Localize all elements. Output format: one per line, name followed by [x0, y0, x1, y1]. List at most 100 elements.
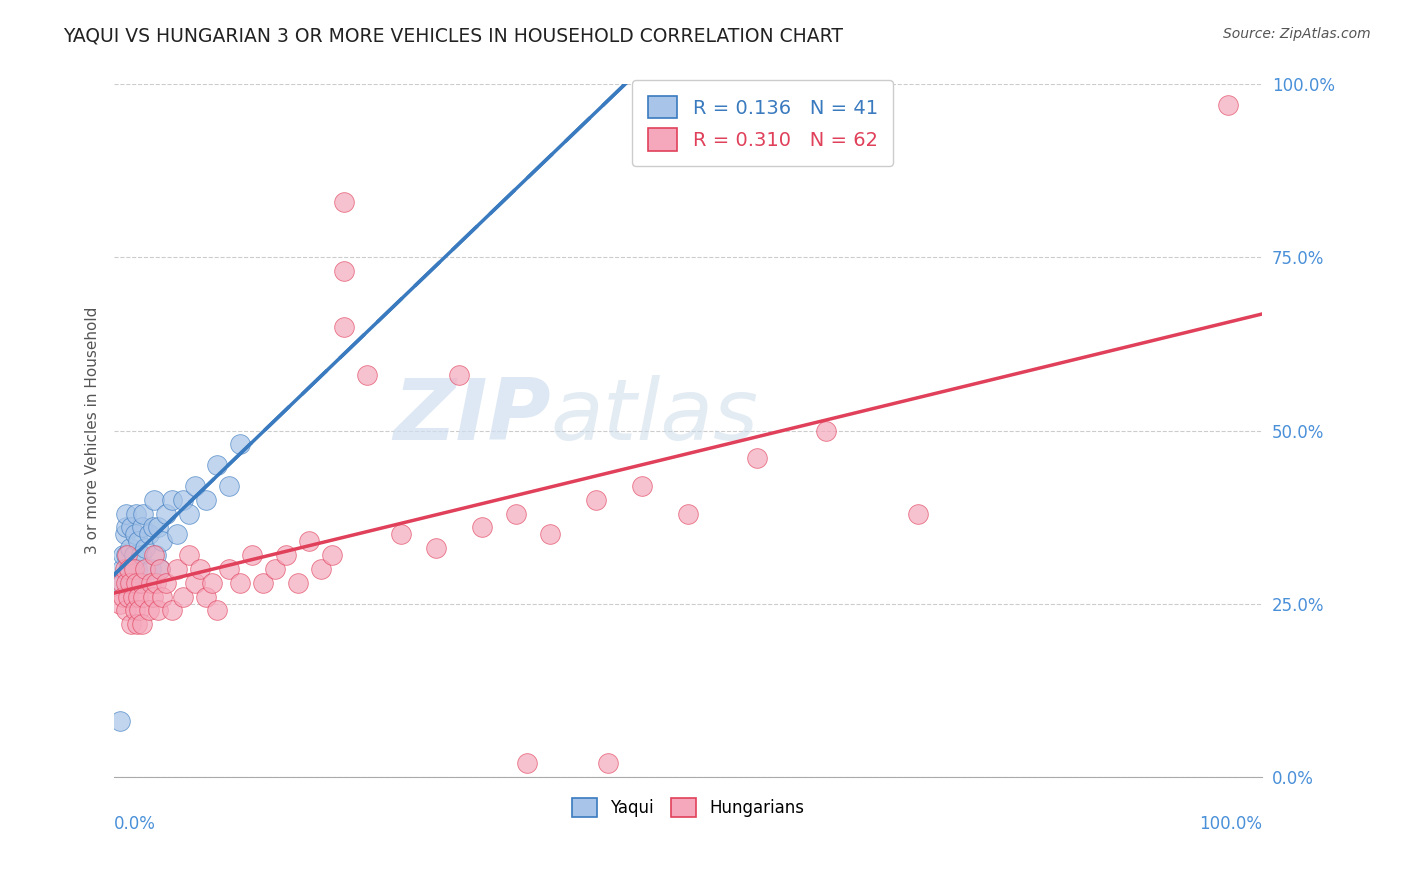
Point [183, 479, 205, 493]
Point [332, 264, 354, 278]
Point [356, 368, 378, 383]
Point [114, 562, 136, 576]
Text: ZIP: ZIP [392, 376, 550, 458]
Point [142, 520, 165, 534]
Point [117, 562, 139, 576]
Point [332, 319, 354, 334]
Point [125, 575, 148, 590]
Point [129, 575, 152, 590]
Point [177, 548, 200, 562]
Point [108, 597, 131, 611]
Point [207, 603, 229, 617]
Point [240, 548, 263, 562]
Point [516, 756, 538, 770]
Point [131, 617, 153, 632]
Point [149, 562, 172, 576]
Point [538, 527, 561, 541]
Point [389, 527, 412, 541]
Point [132, 507, 155, 521]
Point [128, 575, 150, 590]
Point [120, 541, 142, 556]
Point [229, 437, 252, 451]
Point [114, 520, 136, 534]
Point [127, 562, 149, 576]
Point [298, 534, 321, 549]
Point [111, 562, 134, 576]
Point [160, 603, 183, 617]
Point [142, 590, 165, 604]
Point [117, 590, 139, 604]
Point [108, 714, 131, 729]
Point [131, 520, 153, 534]
Legend: Yaqui, Hungarians: Yaqui, Hungarians [565, 791, 811, 823]
Point [120, 575, 142, 590]
Point [108, 575, 131, 590]
Point [195, 590, 218, 604]
Point [121, 590, 143, 604]
Point [264, 562, 287, 576]
Point [166, 562, 188, 576]
Point [127, 534, 149, 549]
Point [218, 479, 240, 493]
Point [505, 507, 527, 521]
Point [425, 541, 447, 556]
Point [676, 507, 699, 521]
Point [585, 492, 607, 507]
Point [122, 548, 145, 562]
Point [145, 575, 167, 590]
Text: 100.0%: 100.0% [1199, 814, 1263, 833]
Point [596, 756, 619, 770]
Point [112, 590, 135, 604]
Point [470, 520, 492, 534]
Point [146, 520, 169, 534]
Point [129, 548, 152, 562]
Point [907, 507, 929, 521]
Point [152, 590, 174, 604]
Point [121, 562, 143, 576]
Point [447, 368, 470, 383]
Point [143, 548, 166, 562]
Point [118, 562, 141, 576]
Point [145, 548, 167, 562]
Point [745, 451, 768, 466]
Point [1216, 98, 1239, 112]
Point [309, 562, 332, 576]
Point [188, 562, 211, 576]
Point [143, 492, 166, 507]
Point [114, 548, 136, 562]
Point [195, 492, 218, 507]
Point [127, 617, 149, 632]
Point [332, 195, 354, 210]
Point [114, 527, 136, 541]
Point [139, 575, 162, 590]
Point [114, 575, 136, 590]
Point [814, 424, 837, 438]
Point [118, 575, 141, 590]
Point [125, 507, 148, 521]
Point [139, 562, 162, 576]
Point [138, 527, 160, 541]
Point [631, 479, 654, 493]
Point [183, 575, 205, 590]
Point [132, 590, 155, 604]
Point [112, 548, 135, 562]
Point [201, 575, 224, 590]
Point [207, 458, 229, 472]
Point [124, 603, 146, 617]
Point [321, 548, 343, 562]
Point [120, 520, 142, 534]
Point [155, 575, 177, 590]
Point [177, 507, 200, 521]
Point [218, 562, 240, 576]
Point [287, 575, 309, 590]
Point [172, 492, 194, 507]
Point [276, 548, 298, 562]
Point [120, 617, 142, 632]
Point [114, 603, 136, 617]
Point [172, 590, 194, 604]
Y-axis label: 3 or more Vehicles in Household: 3 or more Vehicles in Household [86, 307, 100, 554]
Text: Source: ZipAtlas.com: Source: ZipAtlas.com [1223, 27, 1371, 41]
Point [134, 562, 156, 576]
Point [134, 541, 156, 556]
Point [155, 507, 177, 521]
